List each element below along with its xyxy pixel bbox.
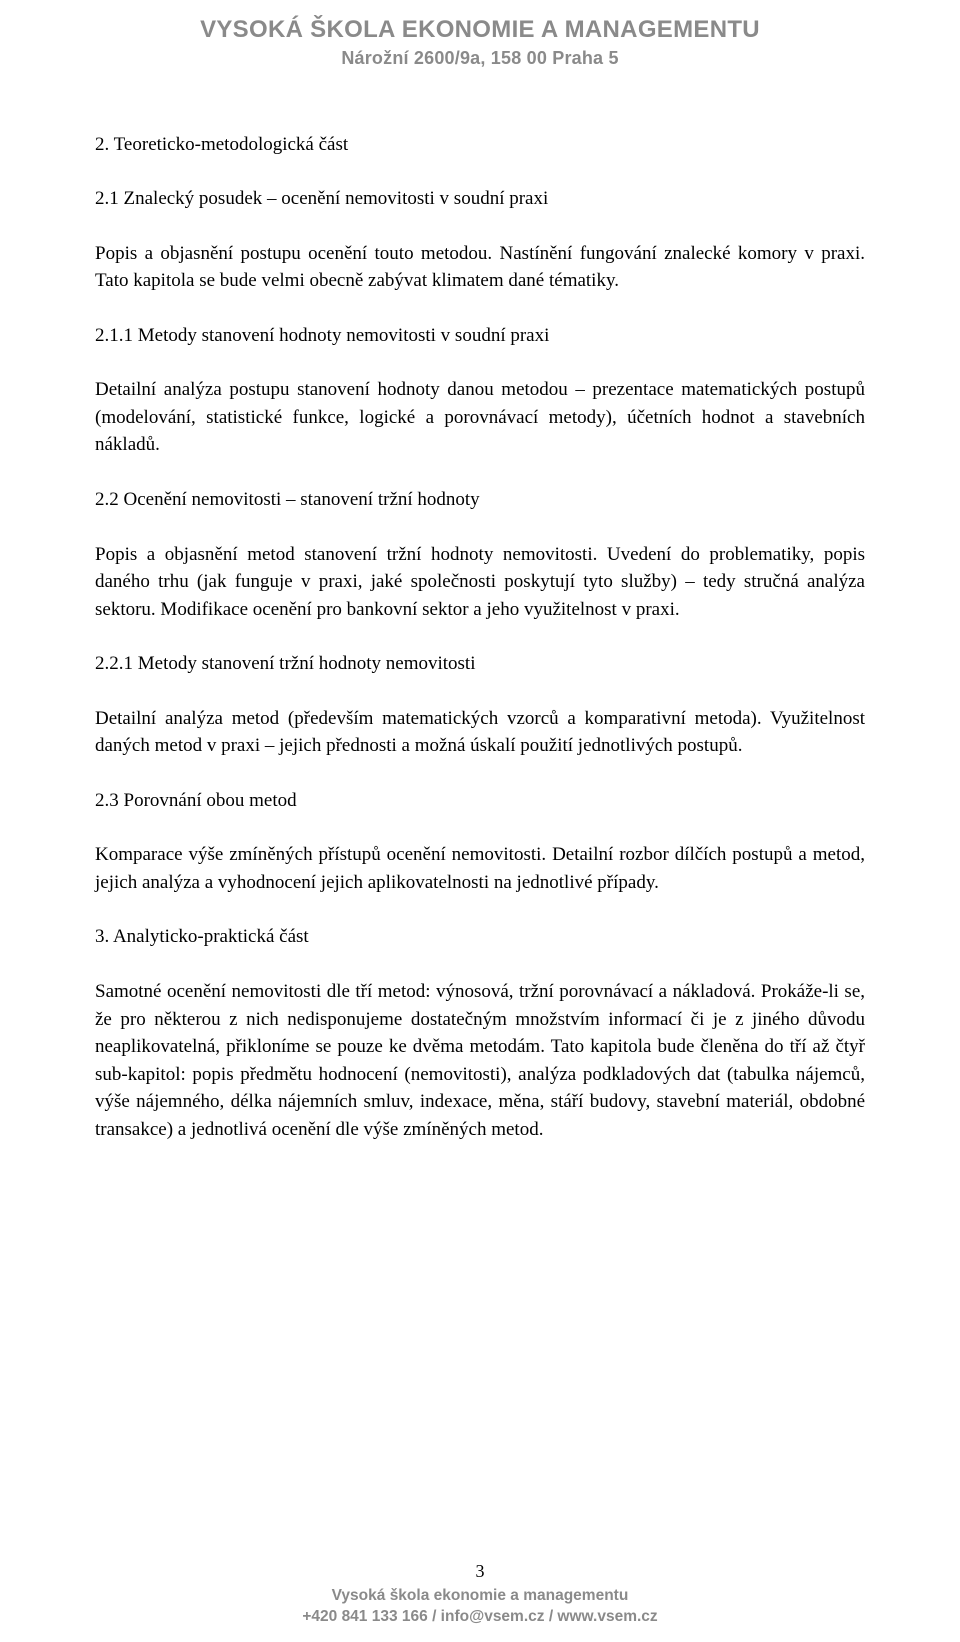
heading-3: 3. Analyticko-praktická část [95, 923, 865, 951]
document-body: 2. Teoreticko-metodologická část 2.1 Zna… [95, 131, 865, 1144]
document-page: VYSOKÁ ŠKOLA EKONOMIE A MANAGEMENTU Náro… [0, 0, 960, 1143]
footer-institution: Vysoká škola ekonomie a managementu [0, 1586, 960, 1607]
page-number: 3 [0, 1561, 960, 1582]
heading-2: 2. Teoreticko-metodologická část [95, 131, 865, 159]
paragraph-6: Samotné ocenění nemovitosti dle tří meto… [95, 978, 865, 1143]
heading-2-2: 2.2 Ocenění nemovitosti – stanovení tržn… [95, 486, 865, 514]
paragraph-2: Detailní analýza postupu stanovení hodno… [95, 376, 865, 459]
institution-title: VYSOKÁ ŠKOLA EKONOMIE A MANAGEMENTU [95, 16, 865, 44]
paragraph-4: Detailní analýza metod (především matema… [95, 705, 865, 760]
paragraph-5: Komparace výše zmíněných přístupů oceněn… [95, 841, 865, 896]
heading-2-3: 2.3 Porovnání obou metod [95, 787, 865, 815]
document-header: VYSOKÁ ŠKOLA EKONOMIE A MANAGEMENTU Náro… [95, 16, 865, 69]
paragraph-1: Popis a objasnění postupu ocenění touto … [95, 240, 865, 295]
footer-contact: +420 841 133 166 / info@vsem.cz / www.vs… [0, 1607, 960, 1628]
institution-address: Nárožní 2600/9a, 158 00 Praha 5 [95, 48, 865, 69]
paragraph-3: Popis a objasnění metod stanovení tržní … [95, 541, 865, 624]
heading-2-1: 2.1 Znalecký posudek – ocenění nemovitos… [95, 185, 865, 213]
document-footer: 3 Vysoká škola ekonomie a managementu +4… [0, 1561, 960, 1628]
heading-2-1-1: 2.1.1 Metody stanovení hodnoty nemovitos… [95, 322, 865, 350]
heading-2-2-1: 2.2.1 Metody stanovení tržní hodnoty nem… [95, 650, 865, 678]
